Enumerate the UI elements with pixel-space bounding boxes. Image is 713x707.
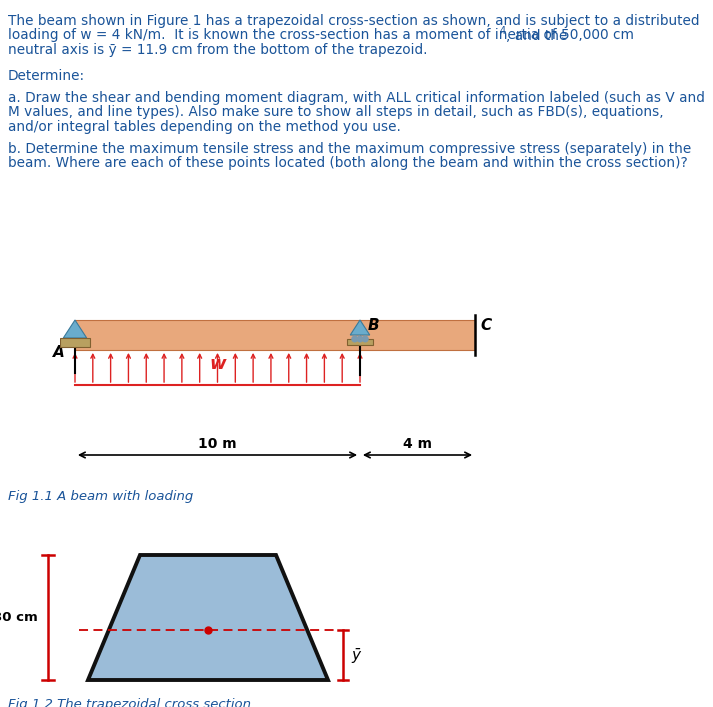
Polygon shape xyxy=(350,320,370,335)
Text: b. Determine the maximum tensile stress and the maximum compressive stress (sepa: b. Determine the maximum tensile stress … xyxy=(8,141,691,156)
Text: , and the: , and the xyxy=(506,28,568,42)
Text: a. Draw the shear and bending moment diagram, with ALL critical information labe: a. Draw the shear and bending moment dia… xyxy=(8,91,705,105)
Text: M values, and line types). Also make sure to show all steps in detail, such as F: M values, and line types). Also make sur… xyxy=(8,105,664,119)
Text: C: C xyxy=(480,318,491,333)
Polygon shape xyxy=(63,320,87,338)
Text: B: B xyxy=(368,318,379,333)
Text: Determine:: Determine: xyxy=(8,69,85,83)
Bar xyxy=(347,339,373,345)
Text: 30 cm: 30 cm xyxy=(0,611,38,624)
Text: 4 m: 4 m xyxy=(403,437,432,451)
Text: Fig 1.2 The trapezoidal cross section: Fig 1.2 The trapezoidal cross section xyxy=(8,698,251,707)
Bar xyxy=(75,320,360,350)
Text: Fig 1.1 A beam with loading: Fig 1.1 A beam with loading xyxy=(8,490,193,503)
Text: 4: 4 xyxy=(500,25,506,35)
Circle shape xyxy=(357,337,363,341)
Circle shape xyxy=(362,337,368,341)
Text: 10 m: 10 m xyxy=(198,437,237,451)
Text: A: A xyxy=(53,345,65,360)
Bar xyxy=(360,320,475,350)
Text: beam. Where are each of these points located (both along the beam and within the: beam. Where are each of these points loc… xyxy=(8,156,688,170)
Text: ȳ: ȳ xyxy=(351,648,360,662)
Text: w: w xyxy=(209,355,226,373)
Polygon shape xyxy=(88,555,328,680)
Bar xyxy=(60,338,91,347)
Text: The beam shown in Figure 1 has a trapezoidal cross-section as shown, and is subj: The beam shown in Figure 1 has a trapezo… xyxy=(8,14,699,28)
Circle shape xyxy=(352,337,357,341)
Text: loading of w = 4 kN/m.  It is known the cross-section has a moment of inertia of: loading of w = 4 kN/m. It is known the c… xyxy=(8,28,634,42)
Text: and/or integral tables depending on the method you use.: and/or integral tables depending on the … xyxy=(8,120,401,134)
Text: neutral axis is ȳ = 11.9 cm from the bottom of the trapezoid.: neutral axis is ȳ = 11.9 cm from the bot… xyxy=(8,43,428,57)
